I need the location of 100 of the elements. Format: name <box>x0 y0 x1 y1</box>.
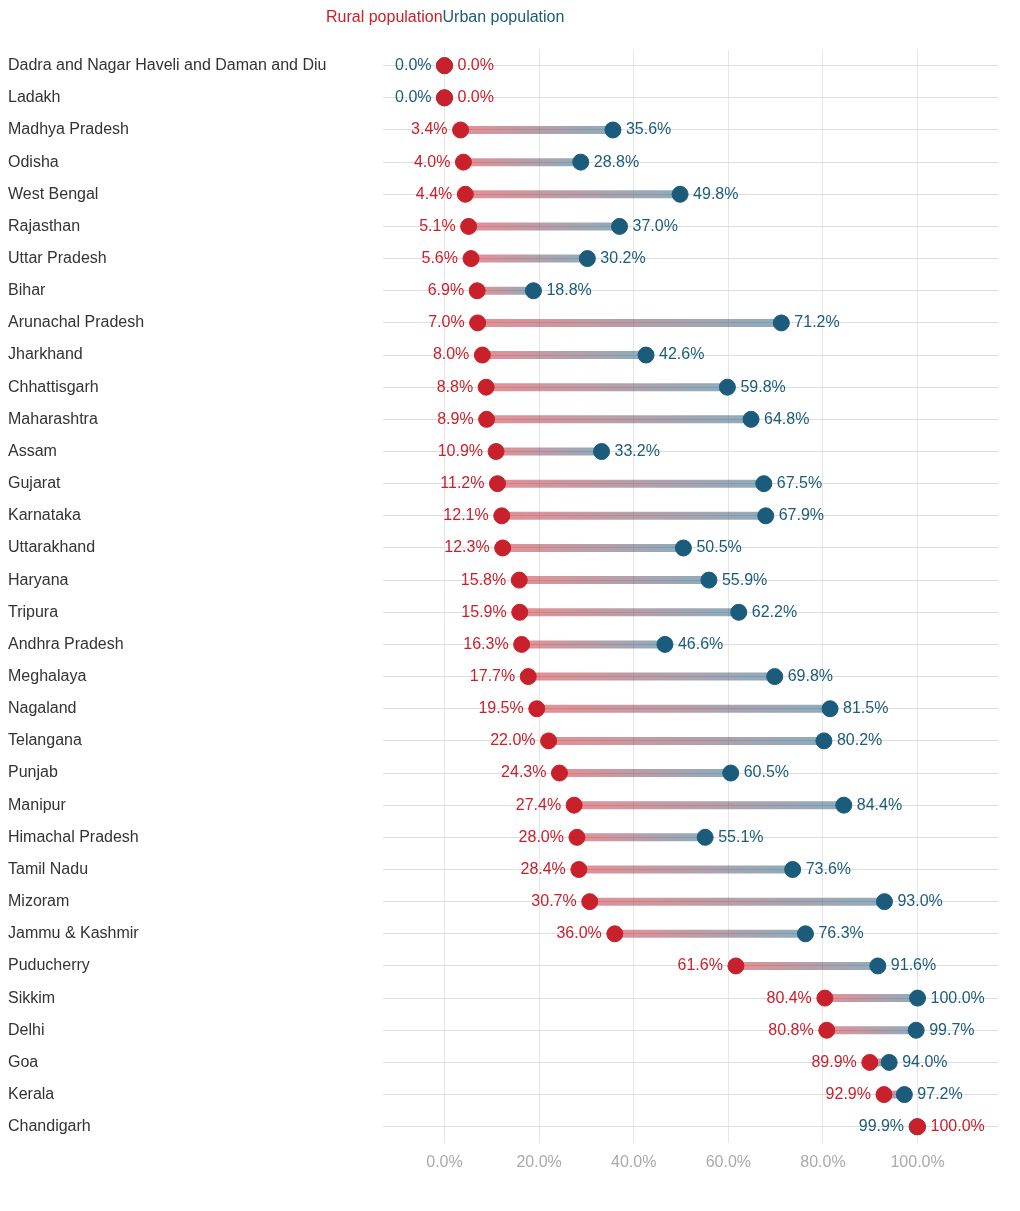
data-label: 92.9% <box>825 1084 871 1102</box>
point <box>674 539 692 557</box>
data-label: 91.6% <box>890 956 937 974</box>
y-tick-label: Gujarat <box>8 474 62 492</box>
data-label: 15.9% <box>461 602 507 620</box>
x-tick-label: 60.0% <box>705 1152 752 1170</box>
point <box>473 346 491 364</box>
data-label: 30.7% <box>531 892 577 910</box>
point <box>452 121 470 139</box>
point <box>528 700 546 718</box>
y-tick-label: Maharashtra <box>8 409 98 427</box>
data-label: 0.0% <box>395 88 432 106</box>
data-label: 100.0% <box>930 988 985 1006</box>
data-label: 94.0% <box>902 1052 948 1070</box>
point <box>816 989 834 1007</box>
text: Rural population <box>326 8 443 27</box>
y-tick-label: Bihar <box>8 281 47 299</box>
data-label: 61.6% <box>677 956 723 974</box>
point <box>880 1053 898 1071</box>
data-label: 62.2% <box>751 602 798 620</box>
data-label: 28.8% <box>593 152 640 170</box>
data-label: 27.4% <box>515 795 562 813</box>
point <box>730 603 748 621</box>
point <box>656 635 674 653</box>
y-tick-label: Chhattisgarh <box>8 377 99 395</box>
data-label: 80.2% <box>836 731 883 749</box>
y-tick-label: Dadra and Nagar Haveli and Daman and Diu <box>8 56 327 74</box>
data-label: 10.9% <box>437 441 484 459</box>
y-tick-label: Rajasthan <box>8 216 81 234</box>
point <box>513 635 531 653</box>
x-tick-label: 100.0% <box>890 1152 945 1170</box>
data-label: 100.0% <box>930 1117 985 1135</box>
data-label: 89.9% <box>811 1052 857 1070</box>
data-label: 80.8% <box>768 1020 814 1038</box>
data-label: 8.9% <box>437 409 474 427</box>
data-label: 35.6% <box>625 120 672 138</box>
y-tick-label: Nagaland <box>8 699 77 717</box>
point <box>755 475 773 493</box>
data-label: 42.6% <box>659 345 705 363</box>
data-label: 81.5% <box>843 699 889 717</box>
y-tick-label: Haryana <box>8 570 69 588</box>
y-tick-label: Jharkhand <box>8 345 83 363</box>
point <box>611 217 629 235</box>
data-label: 59.8% <box>740 377 786 395</box>
data-label: 73.6% <box>805 859 852 877</box>
x-tick-label: 20.0% <box>516 1152 562 1170</box>
point <box>540 732 558 750</box>
point <box>821 700 839 718</box>
point <box>456 185 474 203</box>
data-label: 8.0% <box>432 345 470 363</box>
data-label: 76.3% <box>818 924 864 942</box>
data-label: 22.0% <box>490 731 536 749</box>
point <box>722 764 740 782</box>
data-label: 33.2% <box>614 441 660 459</box>
data-label: 67.5% <box>776 474 823 492</box>
point <box>593 443 611 461</box>
y-tick-label: Manipur <box>8 795 67 813</box>
y-tick-label: Karnataka <box>8 506 82 524</box>
point <box>875 893 893 911</box>
y-tick-label: Madhya Pradesh <box>8 120 129 138</box>
point <box>493 507 511 525</box>
y-tick-label: Tamil Nadu <box>8 859 89 877</box>
data-label: 5.6% <box>421 249 458 266</box>
point <box>488 475 506 493</box>
point <box>478 410 496 428</box>
y-tick-label: Sikkim <box>8 988 56 1006</box>
data-label: 0.0% <box>457 88 494 106</box>
data-label: 19.5% <box>478 699 524 717</box>
point <box>861 1053 879 1071</box>
point <box>700 571 718 589</box>
data-label: 71.2% <box>794 313 840 331</box>
y-tick-label: West Bengal <box>8 184 99 202</box>
data-label: 37.0% <box>632 216 678 234</box>
data-label: 97.2% <box>917 1084 963 1102</box>
y-tick-label: Goa <box>8 1052 39 1070</box>
data-label: 55.9% <box>721 570 768 588</box>
point <box>494 539 512 557</box>
data-label: 12.3% <box>444 538 490 556</box>
data-label: 50.5% <box>696 538 742 556</box>
point <box>742 410 760 428</box>
y-tick-label: Kerala <box>8 1084 55 1102</box>
point <box>796 925 814 943</box>
data-label: 5.1% <box>419 216 456 234</box>
data-label: 49.8% <box>693 184 739 202</box>
y-tick-label: Uttar Pradesh <box>8 249 107 266</box>
point <box>487 443 505 461</box>
point <box>818 1021 836 1039</box>
y-tick-label: Himachal Pradesh <box>8 827 139 845</box>
data-label: 8.8% <box>436 377 474 395</box>
point <box>637 346 655 364</box>
data-label: 12.1% <box>443 506 489 524</box>
point <box>510 571 528 589</box>
y-tick-label: Andhra Pradesh <box>8 634 124 652</box>
point <box>895 1086 913 1104</box>
y-tick-label: Meghalaya <box>8 666 87 684</box>
point <box>550 764 568 782</box>
point <box>757 507 775 525</box>
data-label: 67.9% <box>778 506 825 524</box>
point <box>454 153 472 171</box>
data-label: 28.4% <box>520 859 566 877</box>
